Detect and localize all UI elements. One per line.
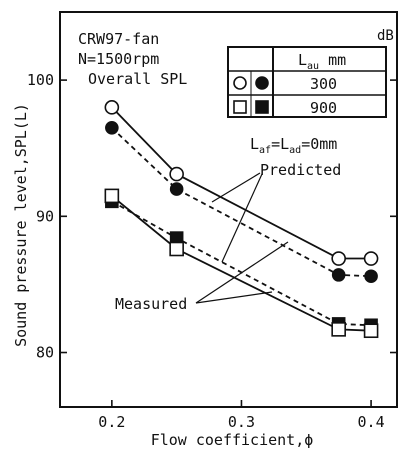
x-tick-label-1: 0.3 — [228, 413, 255, 431]
point-m900-1 — [169, 241, 184, 257]
y-tick-label-1: 90 — [36, 207, 54, 225]
point-m900-3 — [363, 323, 379, 339]
point-p300-2 — [331, 268, 346, 282]
series-line-p900 — [111, 200, 372, 327]
point-m300-3 — [363, 251, 379, 266]
info-line-fan: CRW97-fan — [78, 30, 159, 48]
x-axis-label: Flow coefficient,ϕ — [151, 431, 314, 449]
legend-open-circle-marker — [233, 76, 247, 90]
legend-table: Lau mm 300 900 — [227, 46, 387, 118]
x-tick-label-2: 0.4 — [358, 413, 385, 431]
point-m300-0 — [104, 100, 120, 115]
info-line-overall: Overall SPL — [88, 70, 187, 88]
point-m900-0 — [104, 188, 120, 204]
point-m300-1 — [169, 166, 184, 182]
y-tick-label-0: 80 — [36, 344, 54, 362]
legend-filled-circle-marker — [255, 76, 269, 90]
x-tick-label-0: 0.2 — [98, 413, 125, 431]
point-p300-1 — [169, 182, 184, 196]
point-m900-2 — [331, 322, 346, 337]
condition-label: Laf=Lad=0mm — [250, 135, 337, 156]
series-line-p300 — [111, 127, 372, 278]
plot-frame — [59, 11, 398, 408]
point-p300-3 — [364, 269, 378, 284]
legend-row-300-label: 300 — [310, 75, 337, 93]
point-m300-2 — [331, 251, 346, 266]
series-line-m900 — [111, 195, 372, 332]
legend-row-900-label: 900 — [310, 99, 337, 117]
annotation-measured: Measured — [115, 295, 187, 313]
y-tick-label-2: 100 — [27, 71, 54, 89]
annotation-predicted: Predicted — [260, 161, 341, 179]
legend-filled-square-marker — [255, 100, 269, 114]
unit-label: dB — [377, 28, 394, 44]
legend-header: Lau mm — [298, 51, 346, 72]
series-line-m300 — [111, 106, 372, 260]
info-line-speed: N=1500rpm — [78, 50, 159, 68]
point-p300-0 — [105, 120, 119, 135]
predicted-pointers — [211, 172, 263, 263]
legend-border — [227, 46, 387, 118]
y-axis-label: Sound pressure level,SPL(L) — [12, 103, 30, 347]
measured-pointers — [195, 241, 289, 304]
legend-open-square-marker — [233, 100, 247, 114]
